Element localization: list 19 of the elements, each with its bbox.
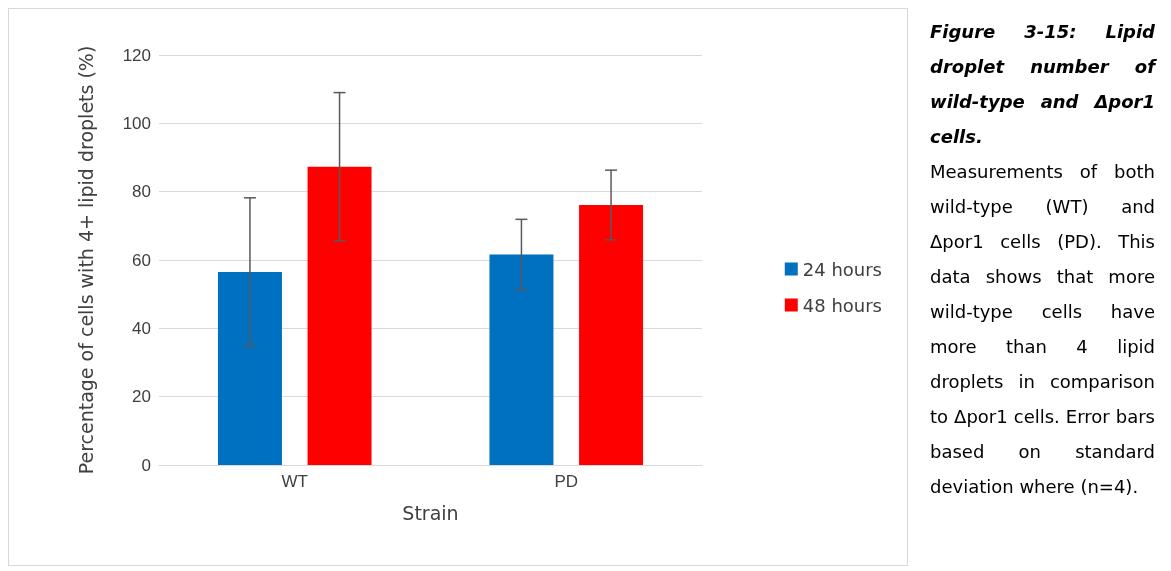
- y-tick-label: 0: [141, 455, 151, 475]
- y-tick-label: 80: [132, 182, 151, 202]
- bar: [489, 254, 554, 465]
- bar: [217, 271, 282, 465]
- y-tick-label: 120: [122, 45, 151, 65]
- y-tick-label: 40: [132, 318, 151, 338]
- text: Figure 3-15: Lipid droplet number of wild-type and Δpor1 cells.: [930, 20, 1155, 149]
- bar: [307, 166, 372, 465]
- legend-label: 24 hours: [802, 258, 882, 280]
- y-tick-label: 60: [132, 250, 151, 270]
- x-tick-label: PD: [554, 472, 579, 491]
- x-axis-title: Strain: [402, 501, 459, 524]
- y-axis-title: Percentage of cells with 4+ lipid droplets (%): [75, 45, 97, 475]
- text: Measurements of both wild-type (WT) and Δpor1 cells (PD). This data shows that more wild-type cells have more than 4 lipid droplets in comparison to Δpor1 cells. Error bars based on standard deviation where (n=4).: [930, 161, 1155, 497]
- y-tick-label: 20: [132, 387, 151, 407]
- legend-label: 48 hours: [802, 294, 882, 316]
- y-tick-label: 100: [122, 113, 151, 133]
- bar: [579, 204, 644, 465]
- x-tick-label: WT: [281, 472, 308, 491]
